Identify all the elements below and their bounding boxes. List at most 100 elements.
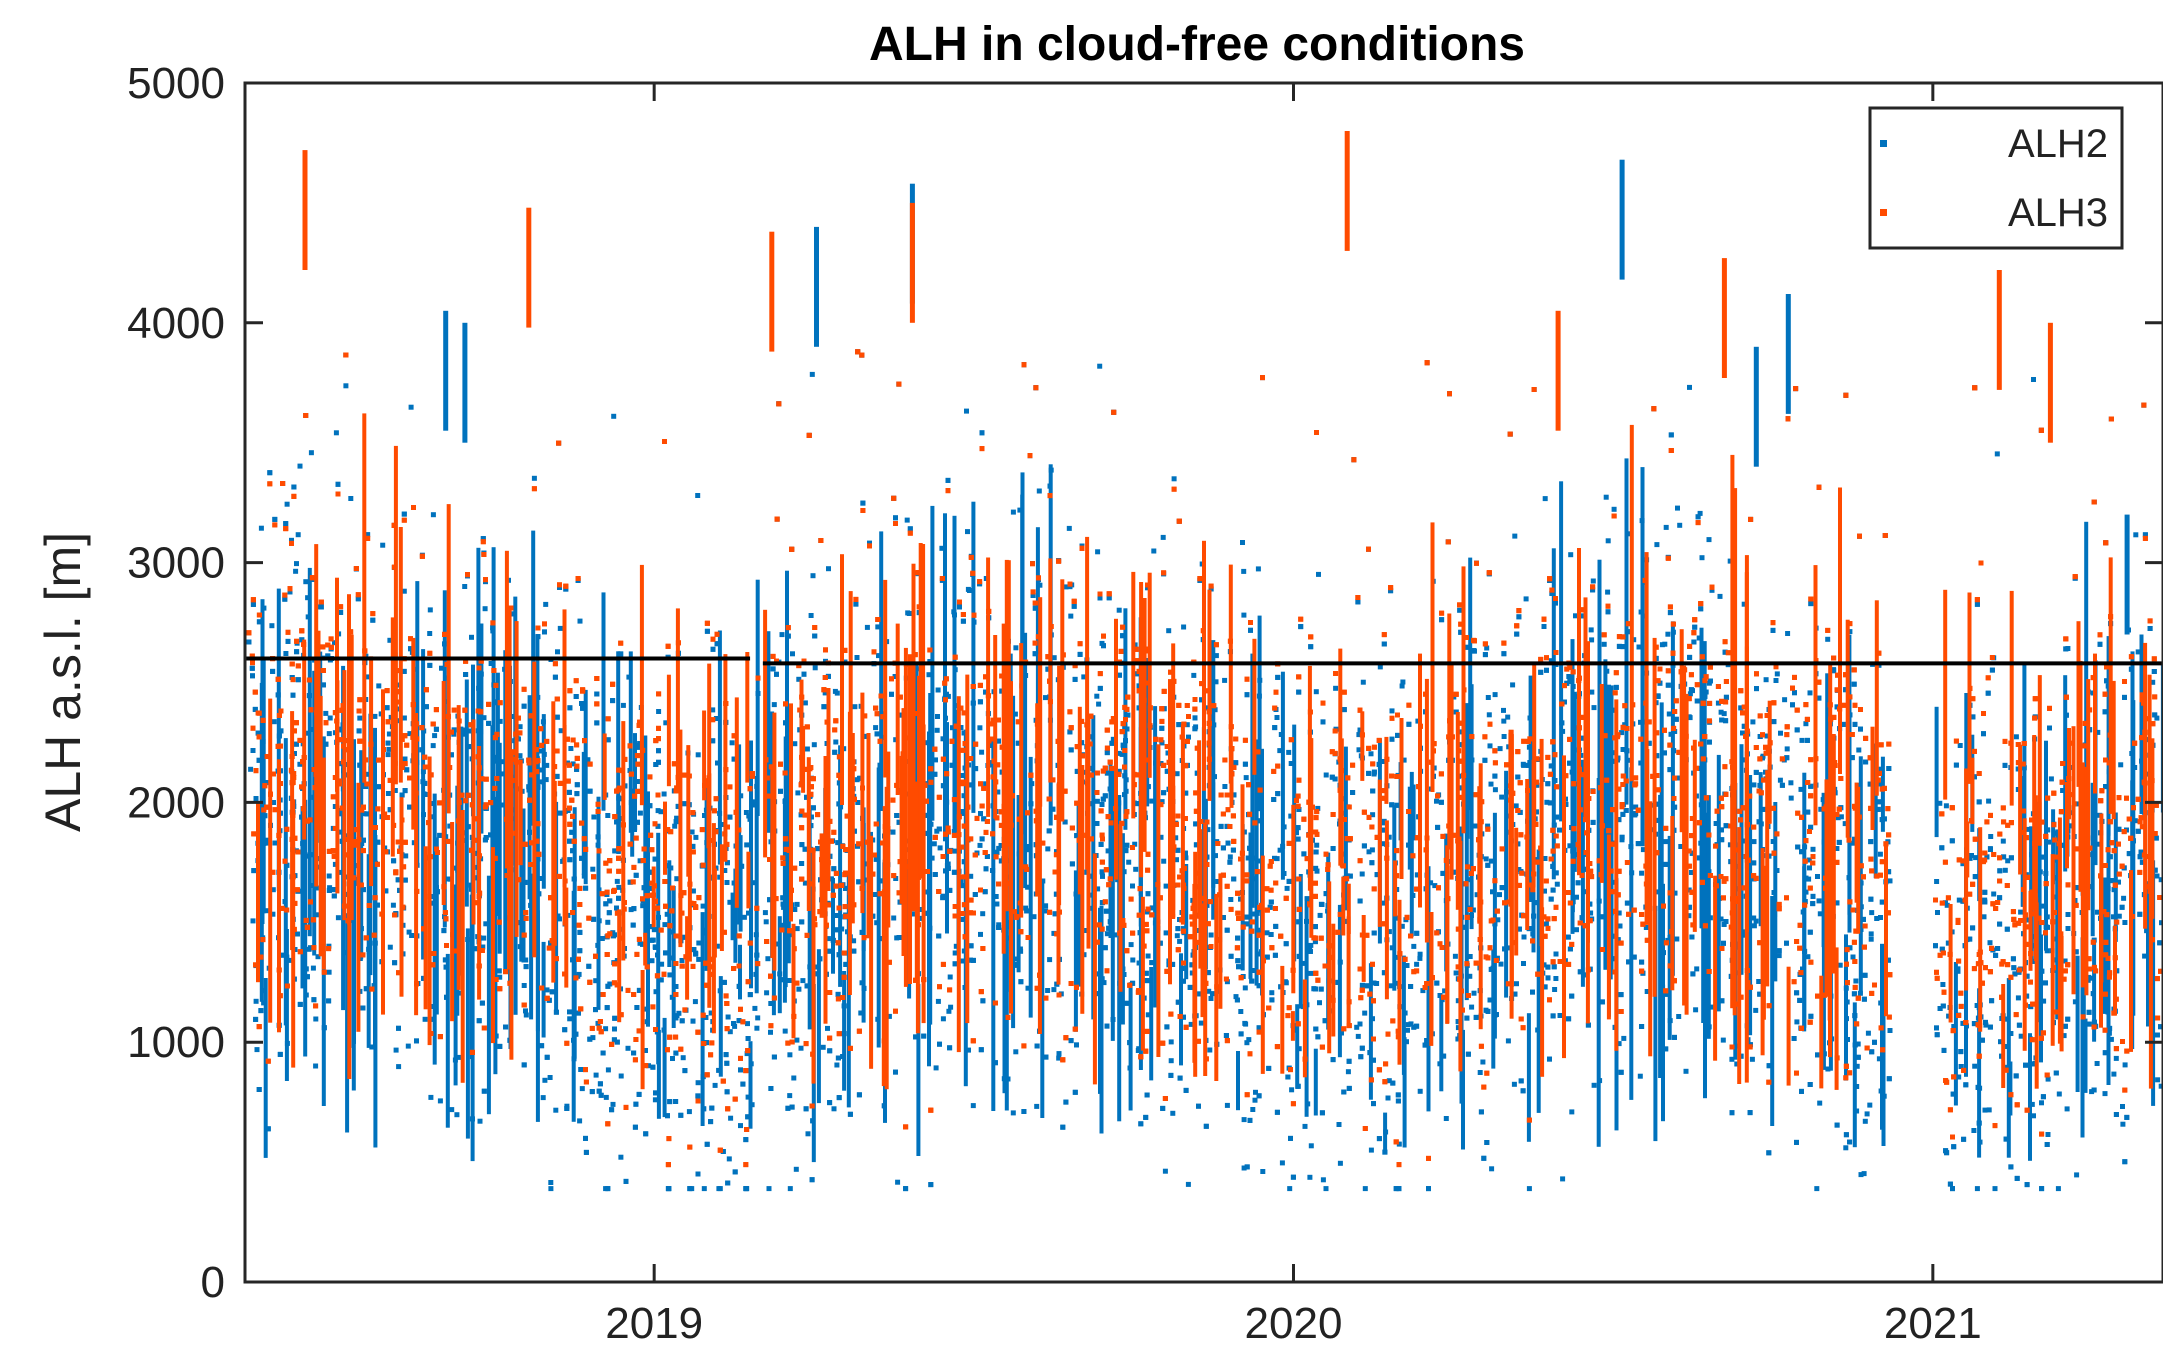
data-point — [832, 688, 838, 694]
data-point — [1763, 677, 1769, 683]
data-point — [1096, 701, 1102, 707]
data-point — [951, 829, 957, 834]
data-point — [1248, 627, 1253, 633]
data-point — [1168, 1058, 1174, 1064]
data-point — [326, 873, 332, 879]
data-point — [323, 710, 329, 716]
data-point — [1505, 1038, 1511, 1044]
data-point — [1699, 555, 1705, 561]
data-point — [977, 842, 983, 848]
data-point — [826, 566, 831, 572]
data-point — [521, 1062, 527, 1068]
data-point — [1183, 790, 1189, 796]
data-point — [483, 921, 489, 927]
data-point — [1295, 825, 1301, 831]
data-point — [1761, 806, 1767, 812]
data-point — [251, 868, 257, 874]
data-point — [1750, 719, 1756, 725]
data-point — [725, 1180, 731, 1186]
data-point — [308, 450, 314, 456]
data-point — [1168, 1039, 1174, 1045]
data-point — [272, 840, 278, 846]
data-point — [833, 913, 839, 918]
data-point — [1605, 589, 1611, 595]
data-point — [977, 725, 983, 731]
data-point — [1116, 750, 1122, 756]
data-point — [323, 741, 329, 747]
data-point — [1244, 1164, 1250, 1170]
data-point — [782, 1028, 788, 1034]
data-point — [574, 791, 580, 797]
data-point — [1831, 668, 1837, 674]
data-point — [1354, 1024, 1360, 1030]
data-point — [655, 808, 661, 814]
data-point — [631, 906, 637, 912]
data-point — [2139, 859, 2145, 865]
data-point — [765, 956, 771, 962]
data-point — [605, 813, 611, 818]
data-point — [1815, 874, 1820, 879]
data-point — [604, 1005, 610, 1011]
data-point — [701, 1186, 707, 1192]
data-point — [1794, 1019, 1800, 1025]
data-point — [679, 1018, 685, 1024]
data-point — [2120, 1104, 2125, 1109]
data-point — [481, 935, 487, 941]
data-point — [1489, 1166, 1495, 1172]
data-point — [1256, 1025, 1262, 1031]
data-point — [2010, 956, 2016, 962]
data-point — [606, 910, 612, 916]
data-point — [548, 1180, 554, 1185]
data-point — [360, 887, 366, 893]
data-point — [843, 961, 849, 967]
data-point — [633, 872, 639, 878]
data-point — [333, 430, 339, 436]
data-point — [1663, 861, 1669, 867]
data-point — [249, 665, 255, 671]
data-point — [810, 805, 816, 811]
data-point — [1183, 1087, 1189, 1093]
data-point — [1359, 871, 1365, 877]
data-point — [959, 883, 965, 889]
data-point — [1307, 1174, 1313, 1180]
data-point — [1244, 921, 1250, 927]
data-point — [548, 1186, 554, 1192]
data-point — [667, 972, 673, 978]
data-point — [1779, 782, 1785, 788]
data-point — [1439, 617, 1445, 623]
data-point — [1104, 931, 1110, 937]
data-point — [648, 869, 654, 875]
data-point — [2024, 1182, 2030, 1188]
data-point — [1687, 691, 1693, 697]
data-point — [1799, 1088, 1804, 1094]
data-point — [577, 948, 583, 954]
data-point — [663, 950, 668, 956]
data-point — [1228, 897, 1234, 902]
data-point — [1616, 817, 1622, 823]
data-point — [291, 751, 297, 756]
data-point — [1389, 708, 1395, 714]
data-point — [1332, 776, 1338, 782]
data-point — [1253, 1089, 1258, 1095]
data-point — [542, 1077, 548, 1083]
data-point — [248, 766, 254, 772]
data-point — [894, 813, 900, 818]
data-point — [1233, 760, 1239, 766]
data-point — [1956, 897, 1962, 903]
data-point — [1480, 1059, 1486, 1065]
data-point — [1060, 1124, 1066, 1130]
data-point — [1722, 649, 1728, 655]
data-point — [591, 916, 597, 922]
data-point — [1856, 747, 1862, 753]
data-point — [1497, 746, 1503, 752]
data-point — [1308, 1143, 1314, 1149]
data-point — [1808, 783, 1814, 789]
data-point — [2004, 926, 2010, 932]
data-point — [2024, 973, 2030, 979]
data-point — [656, 759, 661, 765]
data-point — [978, 931, 983, 937]
data-point — [725, 1014, 731, 1020]
data-point — [297, 463, 303, 469]
data-point — [1785, 631, 1791, 636]
data-point — [2157, 940, 2163, 946]
